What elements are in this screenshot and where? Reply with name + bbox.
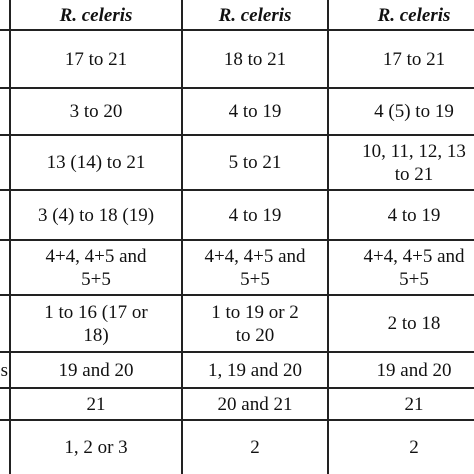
- cell-text: 2: [409, 436, 419, 458]
- table-cell: 1 to 16 (17 or 18): [10, 295, 182, 352]
- table-cell: 2: [182, 420, 328, 474]
- column-border: [327, 0, 329, 474]
- cell-text: s: [0, 359, 8, 381]
- cell-text: 18): [83, 324, 109, 346]
- table-cell: [0, 240, 10, 295]
- table-cell: [0, 30, 10, 88]
- table-cell: 4+4, 4+5 and 5+5: [10, 240, 182, 295]
- table-cell: 2: [328, 420, 474, 474]
- cell-text: to 20: [235, 324, 275, 346]
- cell-text: 2: [250, 436, 260, 458]
- cell-text: 17 to 21: [64, 48, 128, 70]
- table-cell: 21: [328, 388, 474, 420]
- row-border: [0, 387, 474, 389]
- table-cell: 2 to 18: [328, 295, 474, 352]
- table-cell: 19 and 20: [10, 352, 182, 388]
- cell-text: 10, 11, 12, 13: [362, 140, 466, 162]
- table-cell: 4 (5) to 19: [328, 88, 474, 135]
- cell-text: 17 to 21: [382, 48, 446, 70]
- row-border: [0, 239, 474, 241]
- table-cell: [0, 388, 10, 420]
- cell-text: 1 to 16 (17 or: [44, 301, 148, 323]
- cell-text: 13 (14) to 21: [46, 152, 146, 173]
- cell-text: 5 to 21: [228, 152, 282, 173]
- table-cell: [0, 420, 10, 474]
- table-cell: 4+4, 4+5 and 5+5: [328, 240, 474, 295]
- table-cell: 17 to 21: [328, 30, 474, 88]
- table-cell: 3 to 20: [10, 88, 182, 135]
- cell-text: 18 to 21: [223, 48, 287, 70]
- table-cell: 13 (14) to 21: [10, 135, 182, 190]
- cell-text: 4 to 19: [228, 204, 282, 226]
- header-cell: R. celeris: [328, 0, 474, 30]
- cell-text: 1 to 19 or 2: [211, 301, 299, 323]
- cell-text: 4 to 19: [387, 204, 441, 226]
- row-border: [0, 294, 474, 296]
- cell-text: 4+4, 4+5 and: [363, 245, 465, 267]
- row-border: [0, 134, 474, 136]
- header-cell: [0, 0, 10, 30]
- cell-text: to 21: [394, 163, 434, 185]
- table-cell: 1 to 19 or 2 to 20: [182, 295, 328, 352]
- cell-text: R. celeris: [59, 4, 133, 26]
- header-cell: R. celeris: [10, 0, 182, 30]
- table-cell: [0, 295, 10, 352]
- cell-text: 5+5: [81, 268, 111, 290]
- cell-text: 1, 19 and 20: [208, 359, 302, 381]
- table-cell: 1, 2 or 3: [10, 420, 182, 474]
- table-cell: 4 to 19: [182, 190, 328, 240]
- cell-text: 4+4, 4+5 and: [45, 245, 147, 267]
- row-border: [0, 87, 474, 89]
- table-cell: s: [0, 352, 10, 388]
- cell-text: 4+4, 4+5 and: [204, 245, 306, 267]
- table-cell: 20 and 21: [182, 388, 328, 420]
- table-cell: 17 to 21: [10, 30, 182, 88]
- table-cell: 4+4, 4+5 and 5+5: [182, 240, 328, 295]
- cell-text: 5+5: [240, 268, 270, 290]
- table-cell: 1, 19 and 20: [182, 352, 328, 388]
- cell-text: 2 to 18: [387, 313, 441, 334]
- table-cell: [0, 190, 10, 240]
- row-border: [0, 29, 474, 31]
- cell-text: 19 and 20: [376, 359, 452, 381]
- column-border: [181, 0, 183, 474]
- cell-text: 21: [404, 393, 424, 415]
- cell-text: 4 to 19: [228, 101, 282, 122]
- cell-text: R. celeris: [377, 4, 451, 26]
- cell-text: R. celeris: [218, 4, 292, 26]
- row-border: [0, 351, 474, 353]
- cell-text: 5+5: [399, 268, 429, 290]
- table-cell: 18 to 21: [182, 30, 328, 88]
- column-border: [9, 0, 11, 474]
- row-border: [0, 419, 474, 421]
- cell-text: 1, 2 or 3: [64, 436, 128, 458]
- table-cell: 10, 11, 12, 13 to 21: [328, 135, 474, 190]
- cell-text: 21: [86, 393, 106, 415]
- cell-text: 4 (5) to 19: [374, 101, 454, 122]
- table-cell: 5 to 21: [182, 135, 328, 190]
- table-cell: 4 to 19: [328, 190, 474, 240]
- table-cell: [0, 88, 10, 135]
- header-cell: R. celeris: [182, 0, 328, 30]
- cell-text: 20 and 21: [217, 393, 293, 415]
- cell-text: 19 and 20: [58, 359, 134, 381]
- cell-text: 3 (4) to 18 (19): [37, 204, 155, 226]
- table-cell: 19 and 20: [328, 352, 474, 388]
- cell-text: 3 to 20: [69, 101, 123, 122]
- row-border: [0, 189, 474, 191]
- table-cell: 3 (4) to 18 (19): [10, 190, 182, 240]
- table-cell: 4 to 19: [182, 88, 328, 135]
- table-cell: [0, 135, 10, 190]
- table-cell: 21: [10, 388, 182, 420]
